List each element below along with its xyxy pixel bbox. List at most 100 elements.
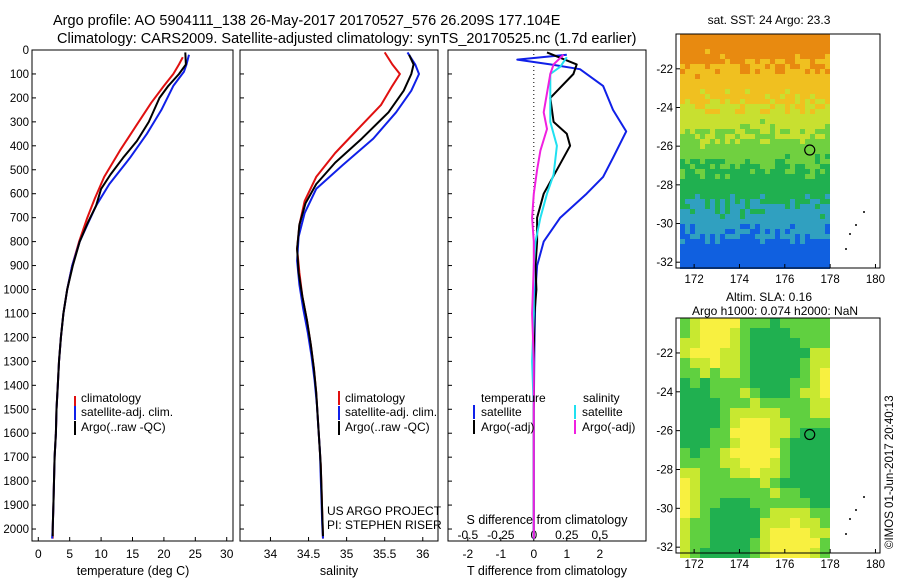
map-cell (785, 134, 790, 139)
map-cell (745, 264, 750, 269)
map-cell (800, 418, 810, 428)
series-line-argo-raw-qc- (296, 54, 415, 537)
map-cell (690, 94, 695, 99)
map-cell (715, 139, 720, 144)
map-cell (735, 134, 740, 139)
map-cell (800, 164, 805, 169)
map-cell (795, 49, 800, 54)
map-cell (720, 418, 730, 428)
map-cell (685, 229, 690, 234)
map-cell (695, 54, 700, 59)
map-cell (740, 99, 745, 104)
map-cell (710, 79, 715, 84)
map-cell (690, 139, 695, 144)
map-cell (820, 438, 830, 448)
map-cell (775, 169, 780, 174)
map-cell (700, 174, 705, 179)
map-cell (700, 478, 710, 488)
difference-top-xlabel: S difference from climatology (467, 513, 629, 527)
map-cell (690, 84, 695, 89)
map-cell (760, 109, 765, 114)
map-cell (720, 358, 730, 368)
map-cell (795, 174, 800, 179)
map-cell (795, 199, 800, 204)
map-cell (685, 39, 690, 44)
map-cell (820, 194, 825, 199)
map-cell (790, 104, 795, 109)
map-cell (750, 318, 760, 328)
map-cell (780, 89, 785, 94)
map-cell (715, 244, 720, 249)
map-cell (735, 199, 740, 204)
map-cell (690, 398, 700, 408)
map-cell (695, 84, 700, 89)
map-cell (730, 184, 735, 189)
map-cell (805, 84, 810, 89)
map-cell (755, 224, 760, 229)
map-cell (755, 139, 760, 144)
map-cell (730, 428, 740, 438)
map-cell (735, 94, 740, 99)
map-cell (755, 104, 760, 109)
map-cell (810, 538, 820, 548)
x-tick-label: 1 (563, 547, 570, 561)
map-cell (725, 69, 730, 74)
map-cell (790, 74, 795, 79)
map-cell (755, 159, 760, 164)
map-cell (720, 149, 725, 154)
map-cell (720, 194, 725, 199)
map-cell (770, 84, 775, 89)
map-cell (720, 468, 730, 478)
map-cell (770, 149, 775, 154)
map-cell (685, 114, 690, 119)
y-tick-label: 900 (10, 261, 29, 273)
map-cell (815, 104, 820, 109)
difference-xlabel: T difference from climatology (467, 564, 628, 578)
map-cell (700, 234, 705, 239)
map-cell (800, 204, 805, 209)
map-cell (740, 174, 745, 179)
map-cell (780, 234, 785, 239)
map-cell (680, 438, 690, 448)
map-cell (710, 74, 715, 79)
map-cell (750, 109, 755, 114)
map-cell (760, 318, 770, 328)
map-cell (770, 169, 775, 174)
map-cell (700, 89, 705, 94)
map-cell (780, 518, 790, 528)
map-cell (760, 64, 765, 69)
map-cell (760, 184, 765, 189)
x-tick-label: 2 (596, 547, 603, 561)
y-tick-label: 500 (10, 165, 29, 177)
map-cell (800, 498, 810, 508)
map-cell (820, 378, 830, 388)
map-cell (825, 64, 830, 69)
map-cell (755, 259, 760, 264)
map-cell (770, 94, 775, 99)
map-cell (710, 54, 715, 59)
map-cell (740, 214, 745, 219)
map-cell (750, 348, 760, 358)
map-cell (700, 518, 710, 528)
map-cell (770, 104, 775, 109)
map-cell (725, 74, 730, 79)
map-cell (765, 214, 770, 219)
map-cell (705, 114, 710, 119)
map-cell (780, 34, 785, 39)
map-cell (805, 129, 810, 134)
map-cell (715, 109, 720, 114)
map-cell (780, 144, 785, 149)
map-cell (820, 249, 825, 254)
map-cell (825, 209, 830, 214)
title-line-1: Argo profile: AO 5904111_138 26-May-2017… (53, 13, 561, 29)
map-cell (690, 249, 695, 254)
map-cell (735, 189, 740, 194)
map-cell (760, 204, 765, 209)
map-cell (685, 34, 690, 39)
map-cell (710, 109, 715, 114)
map-cell (780, 209, 785, 214)
map-cell (820, 234, 825, 239)
map-cell (780, 39, 785, 44)
map-cell (770, 109, 775, 114)
map-cell (730, 189, 735, 194)
